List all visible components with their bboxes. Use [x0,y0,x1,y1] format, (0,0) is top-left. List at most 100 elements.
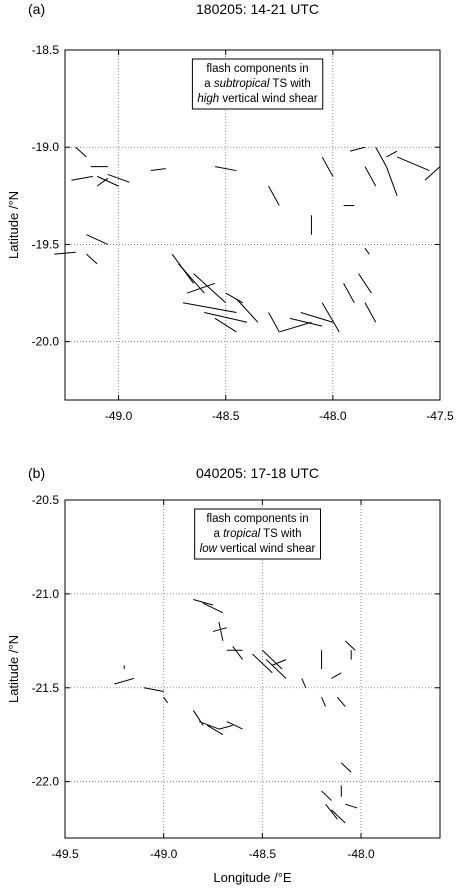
flash-segment [143,687,164,693]
flash-segment [182,302,237,313]
plot-frame [64,499,441,839]
y-tick-label: -18.5 [32,43,60,57]
flash-segment [114,677,135,685]
flash-segment [75,146,87,158]
plot-frame [64,49,441,401]
flash-segment [349,146,366,152]
flash-segment [265,659,287,679]
flash-segment [345,803,358,809]
flash-segment [107,173,130,183]
x-tick-label: -48.0 [319,409,347,423]
flash-segment [331,672,342,679]
y-axis-label: Latitude /°N [6,191,21,259]
panel: (b) 040205: 17-18 UTC -20.5 -21.0 -21.5 -22.0… [6,465,441,885]
flash-segment [386,150,398,158]
flash-segment [321,156,334,177]
flash-segment [86,253,98,265]
y-tick-label: -19.0 [32,140,60,154]
annotation-text: low [200,543,218,555]
flash-segment [193,599,214,606]
flash-segment [214,317,237,333]
chart-title: 180205: 14-21 UTC [196,1,319,17]
y-tick-label: -20.5 [32,493,60,507]
flash-segment [86,234,109,245]
x-tick-label: -49.5 [51,847,79,861]
flash-segment [204,312,248,323]
flash-segment [163,696,169,704]
flash-segment [340,762,352,773]
flash-segment [331,809,346,824]
annotation-text: vertical wind shear [217,543,316,555]
flash-segment [279,321,312,333]
flash-segment [218,724,233,730]
flash-segment [301,678,307,688]
flash-segment [396,156,430,172]
flash-segment [300,312,334,323]
annotation-line: flash components in [206,513,308,525]
annotation-line: high vertical wind shear [197,93,317,105]
flash-segment [375,146,387,167]
flash-segment [226,721,243,730]
flash-segment [385,166,398,197]
flash-segment [321,696,326,707]
x-tick-label: -49.0 [150,847,178,861]
y-tick-label: -21.0 [32,587,60,601]
panel-label: (a) [28,1,45,17]
flash-segment [218,621,224,641]
y-tick-label: -22.0 [32,775,60,789]
flash-segment [212,627,227,632]
panel: (a) 180205: 14-21 UTC -18.5 -19.0 -19.5 -20.0… [6,1,454,423]
annotation-text: flash components in [206,513,308,525]
flash-segment [150,168,166,172]
flash-segment [343,283,355,304]
flash-segment [358,273,372,294]
flash-segment [272,659,287,666]
flash-segment [336,696,346,707]
flash-segment [325,803,338,820]
flash-segment [206,724,224,736]
annotation-text: flash components in [206,63,308,75]
flash-segment [71,175,93,181]
flash-segment [289,317,323,327]
x-axis-label: Longitude /°E [213,870,292,885]
annotation-line: a subtropical TS with [204,78,311,90]
flash-segment [364,248,370,255]
annotation-text: TS with [260,528,301,540]
annotation-line: a tropical TS with [214,528,302,540]
flash-segment [54,251,76,255]
flash-segment [199,721,220,730]
annotation-text: TS with [269,78,310,90]
flash-segment [193,273,227,304]
annotation-text: high [197,93,219,105]
flash-segment [344,640,356,651]
flash-segment [364,302,377,323]
annotation: flash components in a tropical TS with low… [194,508,322,560]
annotation-text: a [204,78,214,90]
flash-segment [96,175,119,187]
y-tick-label: -20.0 [32,335,60,349]
x-tick-label: -47.5 [426,409,454,423]
flash-segment [364,166,377,187]
annotation-line: low vertical wind shear [200,543,316,555]
flash-segment [321,302,340,333]
annotation-text: a [214,528,224,540]
y-tick-label: -19.5 [32,237,60,251]
flash-segment [202,602,224,614]
annotation-text: subtropical [214,78,270,90]
flash-segment [232,646,244,660]
x-tick-label: -49.0 [105,409,133,423]
annotation: flash components in a subtropical TS with… [191,58,324,110]
flash-segment [214,166,237,172]
annotation-text: vertical wind shear [219,93,318,105]
annotation-line: flash components in [206,63,308,75]
flash-segment [252,653,273,674]
panel-label: (b) [28,465,45,481]
annotation-box [194,508,322,560]
chart-title: 040205: 17-18 UTC [196,465,319,481]
y-tick-label: -21.5 [32,681,60,695]
flash-segment [321,790,332,801]
x-tick-label: -48.5 [249,847,277,861]
flash-segment [268,185,280,206]
